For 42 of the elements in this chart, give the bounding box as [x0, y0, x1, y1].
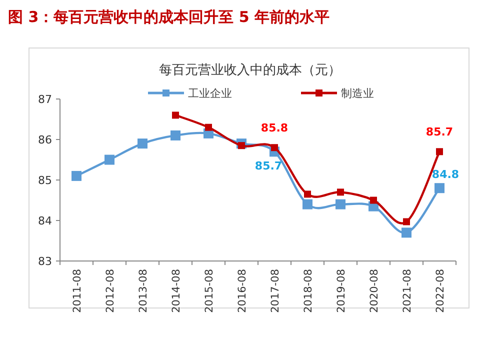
point: [436, 148, 443, 156]
x-tick-label: 2020-08: [368, 269, 380, 313]
point: [138, 138, 148, 149]
point: [238, 142, 245, 150]
point: [172, 112, 179, 119]
x-tick-label: 2012-08: [104, 269, 116, 313]
point: [403, 218, 410, 226]
x-tick-label: 2022-08: [434, 269, 446, 313]
x-tick-label: 2016-08: [236, 269, 248, 313]
x-tick-label: 2011-08: [72, 269, 84, 313]
point: [302, 199, 312, 210]
point: [104, 154, 114, 165]
data-label: 84.8: [432, 168, 460, 182]
point: [336, 199, 346, 210]
chart-title: 图 3：每百元营收中的成本回升至 5 年前的水平: [8, 8, 330, 26]
point: [402, 228, 412, 238]
point: [72, 170, 82, 181]
x-tick-label: 2018-08: [302, 269, 314, 313]
x-tick-label: 2014-08: [170, 269, 182, 313]
point: [337, 188, 344, 196]
point: [434, 183, 444, 194]
chart-subtitle: 每百元营业收入中的成本（元）: [159, 63, 341, 78]
x-tick-label: 2021-08: [402, 269, 414, 313]
y-tick-label: 83: [38, 255, 52, 268]
data-label: 85.7: [254, 160, 282, 173]
legend-label: 制造业: [341, 87, 374, 100]
x-tick-label: 2019-08: [336, 269, 348, 313]
point: [370, 196, 377, 204]
data-label: 85.8: [260, 122, 288, 135]
point: [170, 130, 180, 140]
y-tick-label: 84: [38, 214, 52, 228]
x-tick-label: 2013-08: [138, 269, 150, 313]
x-tick-label: 2017-08: [270, 269, 282, 313]
legend-label: 工业企业: [188, 87, 232, 100]
x-tick-label: 2015-08: [204, 269, 216, 313]
data-label: 85.7: [426, 126, 454, 139]
point: [205, 124, 212, 131]
y-tick-label: 87: [38, 93, 52, 106]
y-tick-label: 85: [38, 174, 52, 187]
y-tick-label: 86: [38, 134, 52, 146]
point: [304, 190, 311, 198]
point: [271, 144, 278, 152]
